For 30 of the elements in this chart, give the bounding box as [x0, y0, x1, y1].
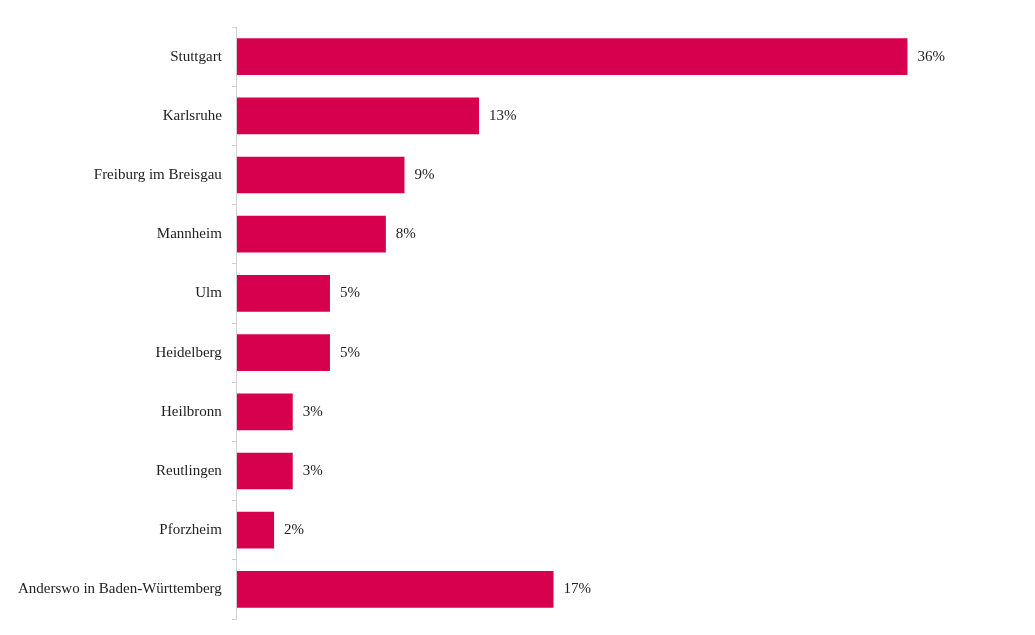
y-tick-label: Mannheim — [156, 225, 223, 242]
y-tick-label: Ulm — [195, 284, 223, 301]
y-tick-label: Freiburg im Breisgau — [93, 165, 223, 182]
bar — [236, 571, 554, 608]
y-tick-label: Reutlingen — [156, 461, 223, 478]
bar — [236, 97, 480, 135]
bar — [236, 393, 293, 431]
bar — [236, 38, 908, 75]
bar — [236, 156, 405, 194]
bar — [236, 452, 293, 490]
data-label: 13% — [489, 106, 517, 123]
bar — [236, 275, 330, 312]
y-tick-label: Heidelberg — [155, 343, 223, 360]
data-label: 8% — [395, 225, 416, 242]
bar — [236, 334, 330, 371]
data-label: 5% — [339, 343, 360, 360]
data-label: 9% — [414, 165, 435, 182]
y-tick-label: Heilbronn — [161, 402, 223, 419]
y-tick-label: Stuttgart — [170, 47, 223, 64]
y-tick-label: Karlsruhe — [162, 106, 223, 123]
y-tick-label: Anderswo in Baden-Württemberg — [17, 580, 223, 597]
bar — [236, 215, 386, 253]
data-label: 3% — [302, 461, 323, 478]
data-label: 5% — [339, 284, 360, 301]
data-label: 36% — [917, 47, 945, 64]
y-tick-label: Pforzheim — [159, 521, 223, 538]
data-label: 17% — [563, 580, 592, 597]
data-label: 3% — [302, 402, 323, 419]
bar — [236, 511, 275, 549]
data-label: 2% — [284, 521, 305, 538]
